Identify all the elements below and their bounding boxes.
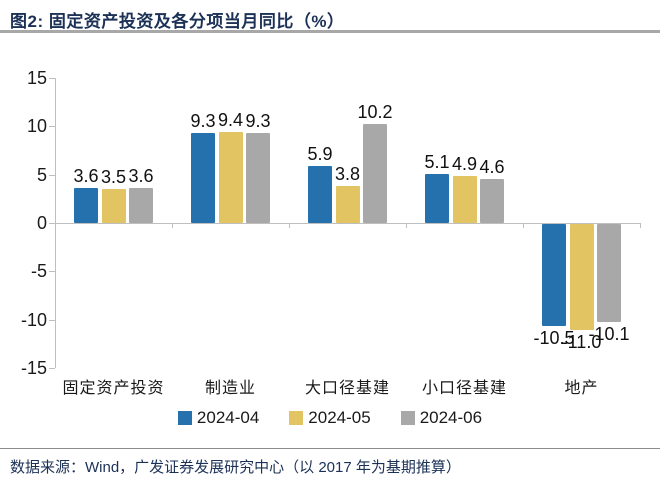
y-tick-label: 5 bbox=[36, 164, 47, 185]
y-tick-mark bbox=[49, 174, 55, 176]
bar bbox=[308, 165, 332, 223]
category-label: 地产 bbox=[564, 380, 599, 397]
bar-value-label: 9.3 bbox=[245, 111, 271, 132]
legend-label: 2024-04 bbox=[196, 408, 260, 427]
bar bbox=[218, 132, 243, 223]
bar bbox=[191, 133, 215, 223]
bar-value-label: 4.6 bbox=[479, 156, 505, 177]
bar bbox=[480, 178, 504, 223]
y-tick-label: 0 bbox=[36, 213, 47, 233]
bar bbox=[246, 133, 270, 223]
legend-label: 2024-05 bbox=[308, 408, 371, 427]
bar bbox=[101, 189, 126, 223]
bar-value-label: -10.1 bbox=[588, 323, 630, 344]
x-axis-zero-line bbox=[55, 223, 640, 224]
category-label: 大口径基建 bbox=[304, 380, 390, 397]
bar-chart: 15 10 5 0 -5 -10 -15 3.6 3.5 3.6 固定资产投资 9.3 9.4 9.3 制造… bbox=[0, 38, 660, 438]
legend-swatch bbox=[177, 411, 192, 425]
data-source-note: 数据来源：Wind，广发证券发展研究中心（以 2017 年为基期推算） bbox=[10, 459, 461, 476]
bar bbox=[363, 124, 387, 223]
y-tick-label: 15 bbox=[26, 68, 47, 88]
y-tick-label: -5 bbox=[30, 261, 47, 282]
y-tick-mark bbox=[49, 223, 55, 224]
legend-item: 2024-04 bbox=[177, 408, 260, 428]
bar bbox=[74, 188, 98, 223]
x-tick-mark bbox=[289, 223, 290, 228]
bar-value-label: 4.9 bbox=[451, 153, 478, 174]
bar-value-label: 3.8 bbox=[334, 164, 361, 185]
bar bbox=[597, 224, 621, 322]
bar-value-label: 5.9 bbox=[307, 143, 333, 164]
legend-item: 2024-06 bbox=[400, 408, 483, 428]
bar-value-label: 3.6 bbox=[73, 166, 99, 187]
legend-label: 2024-06 bbox=[419, 408, 483, 427]
y-tick-mark bbox=[49, 368, 55, 369]
bar bbox=[452, 175, 477, 223]
y-tick-label: -15 bbox=[20, 358, 47, 378]
bar-value-label: 10.2 bbox=[357, 102, 393, 123]
category-label: 固定资产投资 bbox=[62, 380, 165, 397]
bar bbox=[335, 186, 360, 223]
bar-value-label: -11.0 bbox=[561, 332, 602, 353]
bar bbox=[425, 173, 449, 223]
x-tick-mark bbox=[640, 223, 641, 228]
bar-value-label: 3.6 bbox=[128, 166, 154, 187]
bar-value-label: -10.5 bbox=[533, 327, 575, 348]
footer-divider bbox=[0, 448, 660, 449]
page-title: 图2: 固定资产投资及各分项当月同比（%） bbox=[10, 12, 345, 31]
x-tick-mark bbox=[523, 223, 524, 228]
bar bbox=[129, 188, 153, 223]
y-tick-mark bbox=[49, 126, 55, 128]
category-label: 制造业 bbox=[204, 380, 256, 397]
x-tick-mark bbox=[172, 223, 173, 228]
title-divider bbox=[0, 30, 660, 33]
bar-value-label: 3.5 bbox=[100, 167, 127, 188]
legend-swatch bbox=[289, 411, 304, 425]
legend-swatch bbox=[400, 411, 415, 425]
chart-legend: 2024-04 2024-05 2024-06 bbox=[0, 407, 660, 429]
x-tick-mark bbox=[406, 223, 407, 228]
y-tick-mark bbox=[49, 319, 55, 321]
bar-value-label: 5.1 bbox=[424, 151, 450, 172]
y-tick-mark bbox=[49, 271, 55, 273]
y-tick-label: -10 bbox=[20, 309, 47, 330]
bar bbox=[569, 224, 594, 331]
legend-item: 2024-05 bbox=[289, 408, 371, 428]
bar-value-label: 9.4 bbox=[217, 110, 244, 131]
category-label: 小口径基建 bbox=[421, 380, 507, 397]
bar-value-label: 9.3 bbox=[190, 111, 216, 132]
y-tick-label: 10 bbox=[26, 116, 47, 137]
y-tick-mark bbox=[49, 78, 55, 79]
bar bbox=[542, 224, 566, 326]
